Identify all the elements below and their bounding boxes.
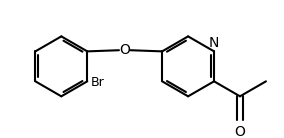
Text: Br: Br [91,76,105,89]
Text: N: N [209,36,219,50]
Text: O: O [235,125,245,138]
Text: O: O [119,43,130,57]
